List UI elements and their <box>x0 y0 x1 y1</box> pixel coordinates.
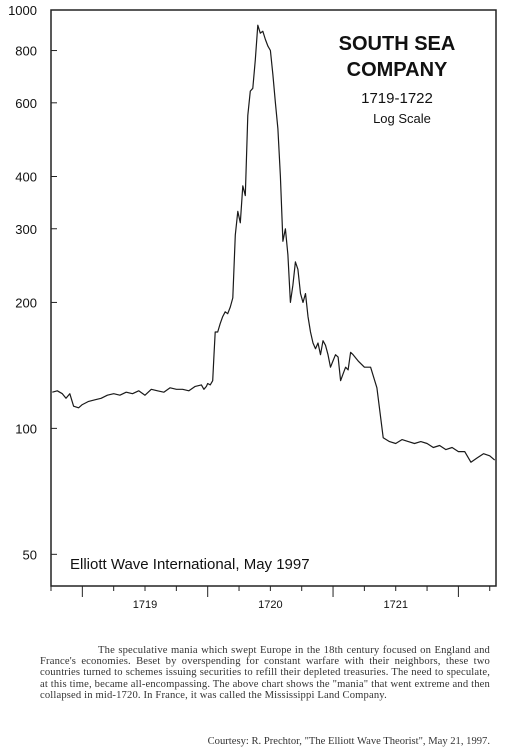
x-tick-label: 1719 <box>133 599 157 611</box>
caption: The speculative mania which swept Europe… <box>40 644 490 702</box>
series-line <box>52 24 496 463</box>
y-tick-label: 1000 <box>8 3 37 18</box>
chart-title: SOUTH SEA <box>339 33 456 55</box>
credit: Courtesy: R. Prechtor, "The Elliott Wave… <box>207 735 490 747</box>
source-note: Elliott Wave International, May 1997 <box>70 556 310 573</box>
y-tick-label: 100 <box>15 421 37 436</box>
x-tick-label: 1721 <box>383 599 407 611</box>
y-tick-label: 50 <box>23 547 37 562</box>
scale-note: Log Scale <box>373 111 431 126</box>
y-tick-label: 600 <box>15 96 37 111</box>
x-tick-label: 1720 <box>258 599 282 611</box>
y-tick-label: 800 <box>15 44 37 59</box>
chart-title-line2: COMPANY <box>347 59 448 81</box>
y-tick-label: 300 <box>15 222 37 237</box>
y-axis: 50 100 200 300 400 600 800 1000 <box>8 3 57 562</box>
plot-frame <box>50 9 497 587</box>
chart-subtitle: 1719-1722 <box>361 90 433 107</box>
y-tick-label: 400 <box>15 169 37 184</box>
x-axis: 1719172017211722 <box>50 586 491 611</box>
y-tick-label: 200 <box>15 295 37 310</box>
